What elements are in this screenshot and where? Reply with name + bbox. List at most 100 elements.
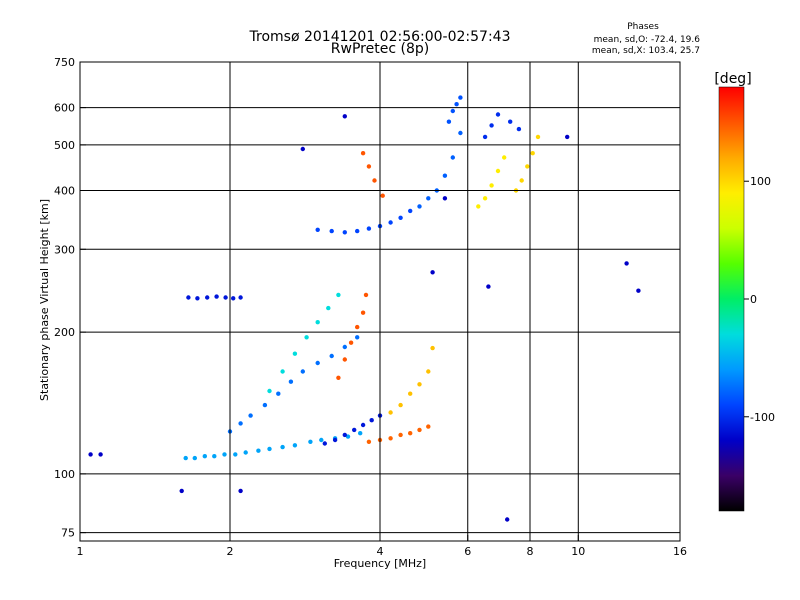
x-axis-ticks: 1 2 4 6 8 10 16 (77, 535, 687, 558)
data-point (292, 443, 298, 448)
stats-line-x: mean, sd,X: 103.4, 25.7 (592, 46, 700, 56)
data-point (624, 261, 629, 266)
data-point (267, 388, 272, 394)
y-axis-label: Stationary phase Virtual Height [km] (38, 199, 51, 401)
data-point (238, 421, 243, 426)
colorbar-ticks: 100 0 -100 (744, 175, 775, 424)
data-point (489, 183, 494, 188)
data-point (358, 431, 363, 436)
data-point (315, 360, 320, 366)
x-tick-label: 8 (527, 545, 534, 558)
data-point (458, 130, 463, 136)
data-point (454, 102, 459, 107)
data-point (183, 455, 188, 461)
data-point (430, 270, 435, 275)
data-point (288, 379, 294, 384)
data-point (408, 208, 413, 214)
x-tick-label: 10 (571, 545, 585, 558)
data-point (417, 427, 422, 433)
y-tick-label: 300 (54, 243, 75, 256)
data-point (223, 295, 228, 300)
data-point (192, 455, 197, 461)
data-point (329, 353, 334, 359)
data-point (450, 108, 455, 114)
y-tick-label: 200 (54, 326, 75, 339)
data-point (426, 424, 431, 429)
data-point (342, 357, 347, 362)
data-point (366, 164, 372, 169)
data-point (238, 488, 243, 494)
y-tick-label: 500 (54, 139, 75, 152)
data-point (430, 345, 435, 351)
stats-line-o: mean, sd,O: -72.4, 19.6 (594, 35, 701, 45)
y-tick-label: 750 (54, 56, 75, 69)
colorbar-label: [deg] (714, 71, 751, 87)
x-tick-label: 4 (377, 545, 384, 558)
grid-lines (80, 62, 680, 541)
data-point (636, 288, 641, 293)
data-point (88, 452, 93, 457)
data-point (315, 227, 320, 232)
y-tick-label: 400 (54, 184, 75, 197)
data-point (408, 431, 413, 436)
data-point (336, 375, 341, 380)
data-point (262, 402, 268, 408)
data-point (426, 369, 431, 374)
data-point (267, 446, 272, 452)
data-point (186, 295, 191, 300)
data-point (458, 95, 463, 100)
data-point (233, 452, 238, 457)
data-point (565, 134, 570, 140)
colorbar-tick-label: 100 (750, 175, 771, 188)
data-point (342, 344, 347, 350)
y-axis-ticks: 75 100 200 300 400 500 600 750 (54, 56, 86, 540)
data-point (336, 292, 341, 298)
data-point (248, 413, 253, 418)
data-point (369, 418, 374, 423)
data-point (380, 193, 385, 198)
data-point (446, 119, 452, 124)
data-point (292, 351, 298, 356)
x-tick-label: 1 (77, 545, 84, 558)
data-point (398, 402, 403, 408)
y-tick-label: 100 (54, 468, 75, 481)
data-point (280, 369, 285, 374)
data-point (388, 436, 393, 441)
data-point (332, 437, 338, 443)
data-point (363, 292, 369, 298)
colorbar (718, 86, 745, 512)
data-point (502, 155, 507, 160)
data-point (525, 164, 530, 169)
data-point (519, 178, 524, 183)
data-point (231, 296, 236, 301)
data-point (326, 305, 331, 311)
data-point (315, 320, 320, 325)
data-point (442, 196, 448, 201)
data-point (366, 226, 372, 231)
data-point (508, 119, 513, 124)
x-tick-label: 6 (464, 545, 471, 558)
data-point (366, 439, 372, 444)
data-point (516, 126, 522, 132)
data-point (355, 324, 360, 330)
data-point (308, 439, 313, 444)
data-point (360, 422, 366, 428)
data-point (342, 230, 347, 235)
y-tick-label: 75 (61, 527, 75, 540)
x-tick-label: 2 (227, 545, 234, 558)
data-point (495, 168, 501, 174)
data-point (450, 155, 455, 160)
colorbar-tick-label: -100 (750, 411, 775, 424)
data-point (319, 437, 324, 443)
data-point (486, 284, 491, 289)
x-axis-label: Frequency [MHz] (334, 557, 426, 570)
data-point (360, 151, 366, 156)
data-point (98, 452, 103, 457)
data-point (388, 410, 393, 415)
data-point (212, 454, 217, 459)
data-point (280, 444, 285, 450)
data-point (355, 228, 360, 234)
data-point (442, 173, 448, 178)
data-point (495, 112, 501, 117)
